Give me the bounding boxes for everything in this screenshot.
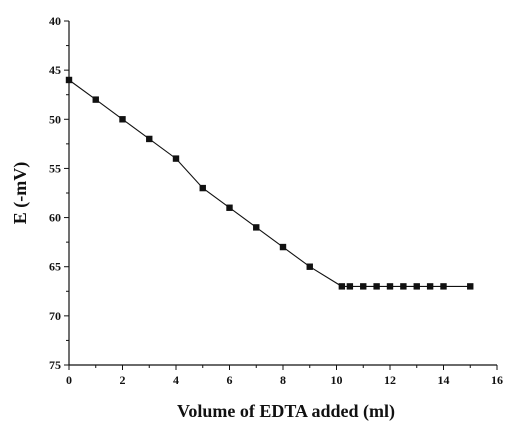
data-point (119, 116, 126, 123)
series-line (68, 79, 471, 287)
data-point (400, 283, 407, 290)
data-point (199, 184, 206, 192)
x-tick-label: 4 (173, 373, 179, 387)
ticks: 0 2 4 6 8 10 12 14 16 40 45 50 55 60 65 70 75 (49, 14, 503, 387)
x-tick-label: 14 (438, 373, 450, 387)
y-tick-label: 40 (49, 14, 61, 28)
data-point (92, 96, 99, 103)
y-tick-label: 55 (49, 161, 61, 175)
x-tick-label: 0 (66, 373, 72, 387)
x-tick-label: 10 (331, 373, 343, 387)
data-point (426, 283, 434, 290)
data-point (253, 224, 260, 231)
y-tick-label: 60 (49, 211, 61, 225)
y-tick-label: 75 (49, 358, 61, 372)
data-point (226, 204, 233, 211)
x-axis-label: Volume of EDTA added (ml) (177, 401, 395, 422)
data-point (386, 283, 394, 290)
y-axis-label: E (-mV) (10, 162, 31, 224)
data-point (338, 283, 346, 290)
data-point (346, 283, 354, 290)
data-point (467, 283, 474, 290)
y-tick-label: 45 (49, 63, 61, 77)
data-point (373, 283, 380, 290)
data-point (279, 243, 287, 251)
data-point (172, 155, 180, 162)
y-tick-label: 50 (49, 112, 61, 126)
y-tick-label: 65 (49, 260, 61, 274)
data-point (360, 283, 367, 290)
x-tick-label: 16 (491, 373, 503, 387)
data-point (146, 135, 153, 143)
y-tick-label: 70 (49, 309, 61, 323)
data-point (65, 76, 73, 84)
x-tick-label: 8 (280, 373, 286, 387)
x-tick-label: 12 (384, 373, 396, 387)
data-point (306, 263, 313, 270)
x-tick-label: 2 (120, 373, 126, 387)
x-tick-label: 6 (227, 373, 233, 387)
data-point (413, 283, 420, 290)
axes (68, 21, 497, 366)
series (65, 76, 474, 290)
data-point (440, 283, 447, 290)
